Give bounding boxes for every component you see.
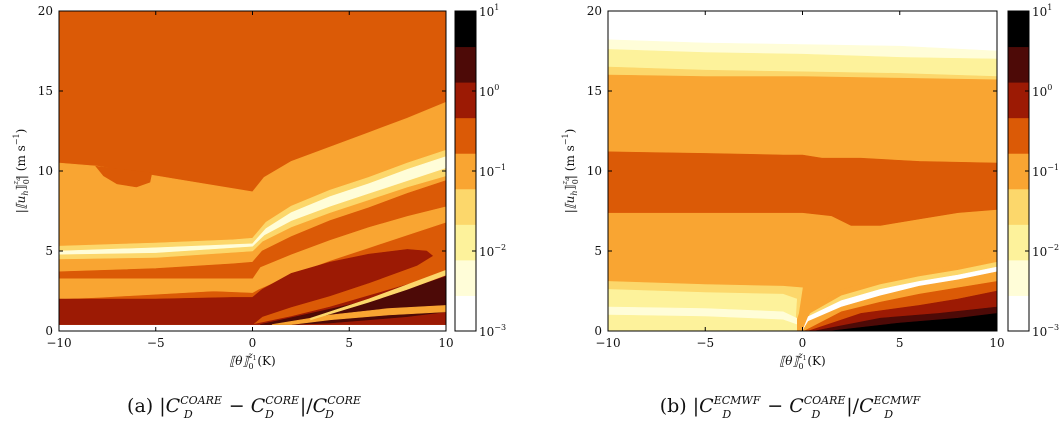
- contour-region: [59, 180, 446, 279]
- contour-field: [59, 11, 446, 331]
- x-tick-label: 0: [799, 336, 807, 350]
- x-tick-label: 10: [438, 336, 453, 350]
- colorbar-swatch: [455, 295, 476, 332]
- colorbar-tick-label: 100: [1032, 83, 1052, 99]
- colorbar-tick-label: 101: [479, 3, 499, 19]
- x-tick-label: 10: [989, 336, 1004, 350]
- colorbar: 101 100 10−1 10−2 10−3: [1007, 3, 1059, 339]
- colorbar-tick-label: 10−3: [1032, 323, 1059, 339]
- x-tick-label: 0: [249, 336, 257, 350]
- x-axis-label: ⟦θ⟧z1 0 (K): [779, 351, 825, 371]
- colorbar-tick-label: 10−2: [479, 243, 506, 259]
- colorbar-swatch: [455, 46, 476, 83]
- contour-region: [608, 151, 997, 226]
- y-tick-label: 20: [38, 4, 53, 18]
- y-axis-label: |⟦uh⟧za0| (m s−1): [561, 129, 580, 214]
- y-tick-label: 5: [45, 244, 53, 258]
- colorbar-swatch: [1008, 117, 1029, 154]
- y-tick-label: 0: [594, 324, 602, 338]
- y-tick-label: 20: [587, 4, 602, 18]
- colorbar-swatch: [455, 11, 476, 48]
- colorbar-swatch: [1008, 153, 1029, 190]
- x-tick-label: 5: [896, 336, 904, 350]
- x-axis-label: ⟦θ⟧z1 0 (K): [229, 351, 275, 371]
- colorbar-swatch: [455, 259, 476, 296]
- contour-region: [59, 249, 434, 325]
- colorbar-tick-label: 10−1: [479, 163, 506, 179]
- colorbar-swatch: [1008, 82, 1029, 119]
- colorbar-swatch: [455, 82, 476, 119]
- contour-region: [59, 149, 446, 260]
- colorbar-tick-label: 10−2: [1032, 243, 1059, 259]
- colorbar: 101 100 10−1 10−2 10−3: [454, 3, 506, 339]
- contour-field: [608, 11, 997, 331]
- colorbar-swatch: [1008, 295, 1029, 332]
- colorbar-swatch: [1008, 259, 1029, 296]
- x-tick-label: −10: [46, 336, 71, 350]
- x-tick-label: −10: [595, 336, 620, 350]
- colorbar-swatch: [1008, 188, 1029, 225]
- x-tick-label: −5: [147, 336, 165, 350]
- contour-region: [608, 314, 798, 331]
- y-tick-label: 0: [45, 324, 53, 338]
- colorbar-tick-label: 10−1: [1032, 163, 1059, 179]
- colorbar-tick-label: 100: [479, 83, 499, 99]
- y-tick-label: 15: [38, 84, 53, 98]
- colorbar-swatch: [1008, 224, 1029, 261]
- panel-caption: (a) |CCOARE D − CCORE D |/CCORE D: [127, 394, 361, 421]
- y-tick-label: 5: [594, 244, 602, 258]
- contour-region: [95, 165, 153, 188]
- colorbar-swatch: [455, 188, 476, 225]
- colorbar-tick-label: 101: [1032, 3, 1052, 19]
- colorbar-swatch: [1008, 11, 1029, 48]
- contour-region: [310, 269, 446, 321]
- x-tick-label: 5: [345, 336, 353, 350]
- x-tick-label: −5: [696, 336, 714, 350]
- colorbar-swatch: [455, 117, 476, 154]
- y-tick-label: 10: [38, 164, 53, 178]
- y-tick-label: 15: [587, 84, 602, 98]
- contour-region: [829, 313, 997, 331]
- contour-region: [59, 156, 446, 255]
- colorbar-tick-label: 10−3: [479, 323, 506, 339]
- colorbar-swatch: [455, 224, 476, 261]
- colorbar-swatch: [1008, 46, 1029, 83]
- colorbar-swatch: [455, 153, 476, 190]
- contour-region: [271, 305, 446, 325]
- y-tick-label: 10: [587, 164, 602, 178]
- panel-caption: (b) |CECMWF D − CCOARE D |/CECMWF D: [660, 394, 921, 421]
- y-axis-label: |⟦uh⟧za0| (m s−1): [12, 129, 31, 214]
